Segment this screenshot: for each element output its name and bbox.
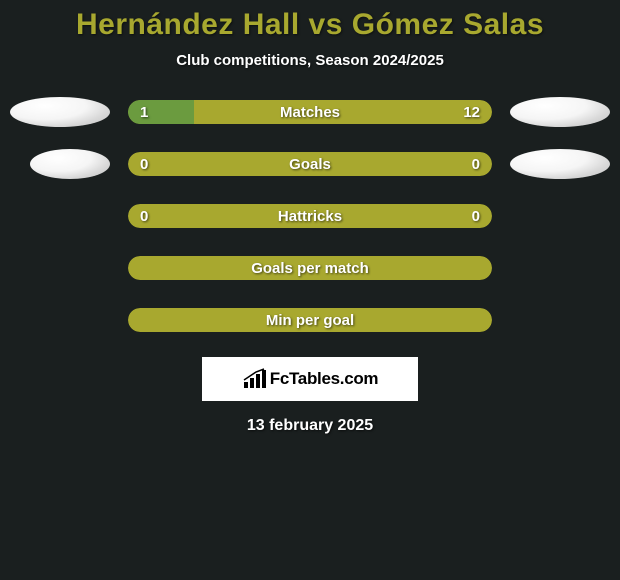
stat-row: 1 Matches 12 [10,97,610,127]
stats-comparison-card: Hernández Hall vs Gómez Salas Club compe… [0,0,620,435]
comparison-chart: 1 Matches 12 0 Goals 0 0 [0,97,620,335]
stat-bar: 1 Matches 12 [128,100,492,124]
stat-bar: 0 Goals 0 [128,152,492,176]
subtitle: Club competitions, Season 2024/2025 [0,52,620,69]
stat-label: Hattricks [128,204,492,228]
player-photo-right [510,149,610,179]
player-photo-left [30,149,110,179]
stat-value-right: 0 [472,204,480,228]
page-title: Hernández Hall vs Gómez Salas [0,8,620,42]
stat-value-right: 12 [463,100,480,124]
stat-bar: Goals per match [128,256,492,280]
source-logo: FcTables.com [202,357,418,401]
date-label: 13 february 2025 [0,417,620,435]
stat-label: Goals [128,152,492,176]
player-photo-left [10,97,110,127]
stat-row: 0 Goals 0 [10,149,610,179]
stat-value-right: 0 [472,152,480,176]
stat-label: Goals per match [128,256,492,280]
stat-row: Goals per match [10,253,610,283]
stat-label: Matches [128,100,492,124]
stat-bar: 0 Hattricks 0 [128,204,492,228]
stat-row: Min per goal [10,305,610,335]
bar-chart-icon [242,368,268,390]
stat-label: Min per goal [128,308,492,332]
stat-row: 0 Hattricks 0 [10,201,610,231]
player-photo-right [510,97,610,127]
stat-bar: Min per goal [128,308,492,332]
logo-text: FcTables.com [270,369,379,389]
